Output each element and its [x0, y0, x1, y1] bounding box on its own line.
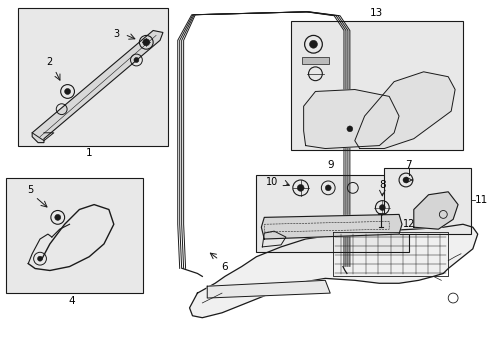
Bar [384, 168, 470, 234]
Text: 4: 4 [68, 296, 75, 306]
Circle shape [309, 40, 317, 48]
Text: 6: 6 [221, 262, 228, 271]
Text: 12: 12 [402, 219, 414, 229]
Polygon shape [32, 31, 163, 143]
Text: 5: 5 [27, 185, 33, 195]
Bar [290, 21, 462, 150]
Text: 1: 1 [86, 148, 92, 158]
Circle shape [55, 215, 61, 220]
Bar [301, 57, 328, 64]
Text: 9: 9 [326, 160, 333, 170]
Polygon shape [207, 280, 329, 298]
Text: 13: 13 [369, 8, 382, 18]
Circle shape [402, 177, 408, 183]
Bar [5, 178, 143, 293]
Polygon shape [303, 90, 398, 149]
Bar [256, 175, 408, 252]
Bar [19, 8, 167, 145]
Text: 10: 10 [265, 177, 278, 187]
Text: 2: 2 [47, 57, 53, 67]
Circle shape [64, 89, 70, 94]
Polygon shape [354, 72, 454, 149]
Circle shape [325, 185, 330, 191]
Polygon shape [261, 215, 401, 239]
Circle shape [346, 126, 352, 132]
Circle shape [297, 184, 304, 191]
Circle shape [38, 256, 42, 261]
Circle shape [379, 204, 385, 211]
Polygon shape [189, 224, 477, 318]
Circle shape [134, 58, 139, 63]
Text: 3: 3 [114, 30, 120, 40]
Polygon shape [413, 192, 457, 229]
Text: 8: 8 [378, 180, 385, 190]
Text: 7: 7 [405, 160, 411, 170]
Text: 11: 11 [474, 195, 487, 205]
Circle shape [142, 39, 149, 46]
